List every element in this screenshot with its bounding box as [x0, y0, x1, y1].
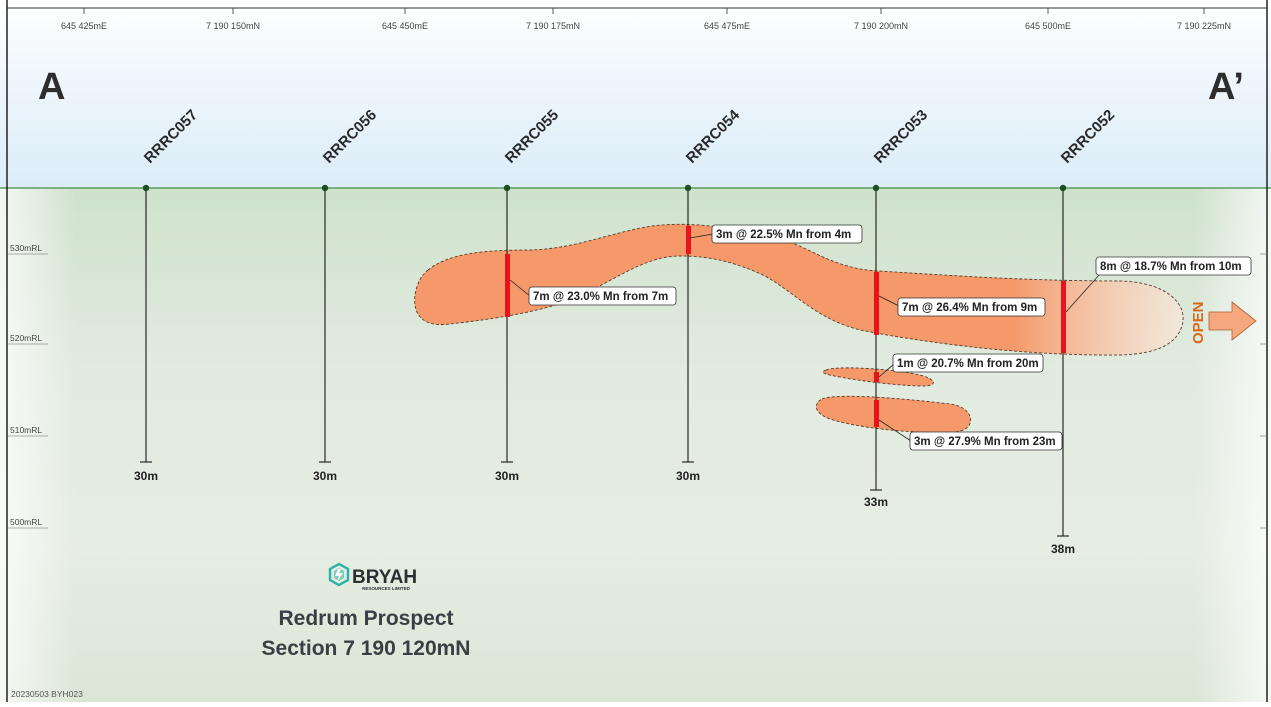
logo-tagline: RESOURCES LIMITED — [362, 586, 411, 591]
intercept-bar-rrrc054 — [686, 226, 691, 254]
open-indicator: OPEN — [1190, 301, 1257, 344]
drillhole-depth: 30m — [676, 469, 700, 483]
intercept-bar-rrrc052 — [1061, 281, 1066, 353]
intercept-callout-4: 8m @ 18.7% Mn from 10m — [1065, 256, 1252, 313]
coord-label-5: 645 475mE — [704, 21, 750, 31]
intercept-callout-5: 1m @ 20.7% Mn from 20m — [878, 353, 1044, 378]
rl-label-530: 530mRL — [10, 243, 42, 253]
coord-label-8: 7 190 225mN — [1177, 21, 1231, 31]
collar-marker — [503, 184, 511, 192]
callout-text: 8m @ 18.7% Mn from 10m — [1100, 261, 1242, 273]
intercept-callout-3: 7m @ 26.4% Mn from 9m — [878, 295, 1046, 317]
company-logo: BRYAH RESOURCES LIMITED — [328, 562, 417, 591]
callout-text: 7m @ 23.0% Mn from 7m — [533, 291, 668, 303]
coord-label-6: 7 190 200mN — [854, 21, 908, 31]
rl-label-510: 510mRL — [10, 425, 42, 435]
callout-text: 3m @ 27.9% Mn from 23m — [914, 436, 1056, 448]
callout-text: 3m @ 22.5% Mn from 4m — [716, 229, 851, 241]
drillhole-depth: 33m — [864, 495, 888, 509]
sky-background — [0, 0, 1271, 188]
figure-title: Redrum Prospect — [278, 607, 453, 630]
open-arrow-icon — [1208, 301, 1257, 341]
ore-body-lower-2 — [815, 395, 972, 433]
coord-label-4: 7 190 175mN — [526, 21, 580, 31]
drillhole-depth: 30m — [134, 469, 158, 483]
rl-axis: 530mRL 520mRL 510mRL 500mRL — [8, 243, 1267, 529]
open-label: OPEN — [1190, 301, 1207, 344]
logo-hexagon-icon — [328, 562, 350, 587]
figure-reference-code: 20230503 BYH023 — [11, 689, 83, 699]
collar-marker — [872, 184, 880, 192]
drillhole-depth: 38m — [1051, 542, 1075, 556]
coord-label-3: 645 450mE — [382, 21, 428, 31]
rl-label-500: 500mRL — [10, 517, 42, 527]
section-start-label: A — [38, 66, 65, 108]
coordinate-labels: 645 425mE 7 190 150mN 645 450mE 7 190 17… — [61, 21, 1231, 31]
collar-marker — [684, 184, 692, 192]
figure-subtitle: Section 7 190 120mN — [262, 637, 471, 660]
coordinate-ticks — [83, 8, 1205, 14]
intercept-bar-rrrc055 — [505, 254, 510, 317]
drillhole-depth: 30m — [495, 469, 519, 483]
intercept-bar-rrrc053-upper — [874, 272, 879, 335]
rl-label-520: 520mRL — [10, 333, 42, 343]
coord-label-2: 7 190 150mN — [206, 21, 260, 31]
drillhole-depth: 30m — [313, 469, 337, 483]
intercept-bar-rrrc053-lower — [874, 400, 879, 427]
ore-body-main — [414, 223, 1184, 356]
collar-marker — [142, 184, 150, 192]
collar-marker — [321, 184, 329, 192]
callout-text: 1m @ 20.7% Mn from 20m — [897, 358, 1039, 370]
logo-wordmark: BRYAH — [352, 567, 417, 588]
intercept-callout-6: 3m @ 27.9% Mn from 23m — [878, 419, 1063, 451]
collar-marker — [1059, 184, 1067, 192]
coord-label-1: 645 425mE — [61, 21, 107, 31]
coord-label-7: 645 500mE — [1025, 21, 1071, 31]
intercept-callout-1: 3m @ 22.5% Mn from 4m — [689, 224, 863, 244]
intercept-bar-rrrc053-mid — [874, 372, 879, 382]
intercept-callout-2: 7m @ 23.0% Mn from 7m — [509, 279, 677, 306]
callout-text: 7m @ 26.4% Mn from 9m — [902, 302, 1037, 314]
section-end-label: A’ — [1208, 66, 1244, 108]
